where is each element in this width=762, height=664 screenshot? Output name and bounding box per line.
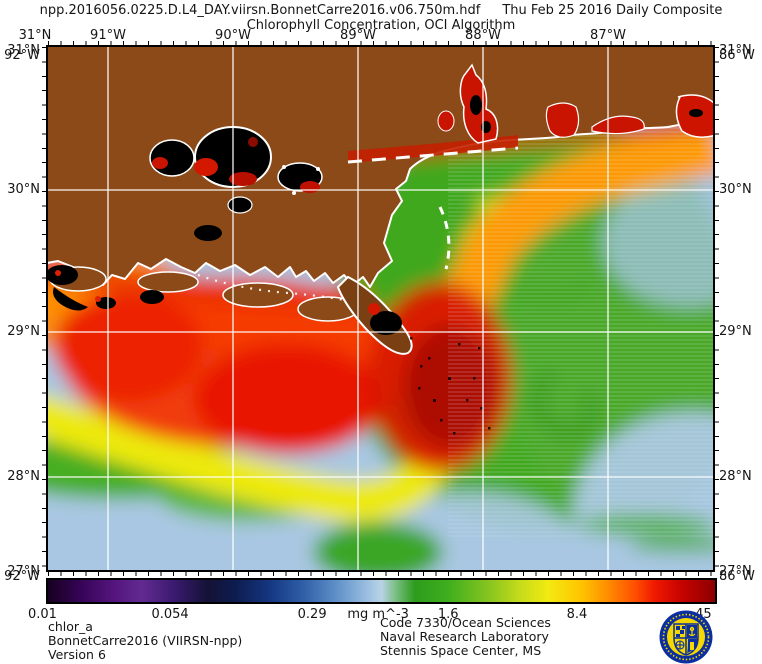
colorbar-gradient xyxy=(48,580,715,602)
seal-ring-text xyxy=(662,613,710,661)
corner-label-top-right-lat: 31°N xyxy=(719,43,752,58)
colorbar-units-label: mg m^-3 xyxy=(347,607,409,622)
seal-shield xyxy=(673,623,699,656)
nrl-seal-graphic xyxy=(659,610,713,664)
tick-label-lon-87w: 87°W xyxy=(590,28,626,43)
barrier-islands xyxy=(347,146,519,164)
corner-label-bottom-left-lat: 27°N xyxy=(7,564,40,579)
masked-pixel-speckles xyxy=(410,337,491,435)
delta-masked-patch xyxy=(370,311,402,335)
nrl-seal-logo xyxy=(658,609,714,664)
chandeleur-islands-arc xyxy=(438,206,451,270)
footer-code-office: Code 7330/Ocean Sciences xyxy=(380,615,551,630)
footer-credits: Code 7330/Ocean Sciences Naval Research … xyxy=(380,616,551,658)
left-axis-minor-ticks xyxy=(42,47,46,570)
bay-west-of-mobile xyxy=(437,110,455,132)
footer-location: Stennis Space Center, MS xyxy=(380,643,542,658)
red-patch-west xyxy=(53,292,203,402)
colorbar: 0.01 0.054 0.29 mg m^-3 1.6 8.4 45 xyxy=(28,578,717,622)
chlorophyll-map-image xyxy=(48,47,713,570)
source-filename: npp.2016056.0225.D.L4_DAY.viirsn.BonnetC… xyxy=(39,3,481,18)
mississippi-delta xyxy=(336,275,413,355)
corner-label-top-left-lat: 31°N xyxy=(7,43,40,58)
tick-label-lat-31n: 31°N xyxy=(18,28,52,43)
green-streak-bottom-right-2 xyxy=(628,538,713,552)
corner-label-top-left-lon: 92°W xyxy=(4,48,40,63)
coastal-marsh-fringe xyxy=(49,266,359,322)
tick-label-lon-91w: 91°W xyxy=(90,28,126,43)
tick-label-lon-90w: 90°W xyxy=(215,28,251,43)
graticule-gridlines xyxy=(48,47,713,570)
colorbar-tick-0.29: 0.29 xyxy=(297,607,327,622)
map-plot-area xyxy=(46,45,715,572)
mobile-bay xyxy=(459,63,499,144)
estuary-right-edge xyxy=(675,94,713,138)
tick-label-right-28n: 28°N xyxy=(719,469,752,484)
bottom-axis-minor-ticks xyxy=(48,572,713,576)
plot-subtitle: Chlorophyll Concentration, OCI Algorithm xyxy=(246,18,516,33)
corner-label-bottom-right-lon: 86°W xyxy=(719,569,755,584)
footer-laboratory: Naval Research Laboratory xyxy=(380,629,549,644)
top-axis-minor-ticks xyxy=(48,41,713,45)
seal-figure xyxy=(690,642,694,650)
tick-label-left-30n: 30°N xyxy=(7,182,40,197)
colorbar-tick-0.01: 0.01 xyxy=(28,607,57,622)
colorbar-tick-0.054: 0.054 xyxy=(151,607,189,622)
footer-product-info: chlor_a BonnetCarre2016 (VIIRSN-npp) Ver… xyxy=(48,620,242,662)
red-plume-core xyxy=(193,344,383,454)
corner-label-bottom-left-lon: 92°W xyxy=(4,569,40,584)
tick-label-left-28n: 28°N xyxy=(7,469,40,484)
estuary-east-2 xyxy=(591,115,645,135)
lake-borgne-area xyxy=(277,162,323,195)
colorbar-tick-1.6: 1.6 xyxy=(437,607,459,622)
red-speck-west-2 xyxy=(95,296,101,302)
delta-red-patch xyxy=(368,303,380,315)
corner-label-bottom-right-lat: 27°N xyxy=(719,564,752,579)
masked-coastal-patches xyxy=(48,225,222,311)
composite-date-label: Thu Feb 25 2016 Daily Composite xyxy=(502,3,723,18)
colorbar-tick-8.4: 8.4 xyxy=(566,607,588,622)
lake-maurepas xyxy=(149,139,195,177)
tick-label-left-29n: 29°N xyxy=(7,324,40,339)
green-patch-bottom xyxy=(313,522,443,570)
footer-version: Version 6 xyxy=(48,647,106,662)
corner-label-top-right-lon: 86°W xyxy=(719,48,755,63)
footer-project-name: BonnetCarre2016 (VIIRSN-npp) xyxy=(48,633,243,648)
tick-label-lon-88w: 88°W xyxy=(465,28,501,43)
right-axis-minor-ticks xyxy=(715,47,719,570)
small-lake-south-of-pontchartrain xyxy=(227,196,253,214)
tick-label-right-29n: 29°N xyxy=(719,324,752,339)
tick-label-lon-89w: 89°W xyxy=(340,28,376,43)
estuary-east-1 xyxy=(545,102,580,138)
red-speck-west-1 xyxy=(55,270,61,276)
scanline-artifact-overlay xyxy=(448,107,713,537)
tick-label-right-30n: 30°N xyxy=(719,182,752,197)
footer-variable-name: chlor_a xyxy=(48,619,93,634)
title-row: npp.2016056.0225.D.L4_DAY.viirsn.BonnetC… xyxy=(0,3,762,18)
